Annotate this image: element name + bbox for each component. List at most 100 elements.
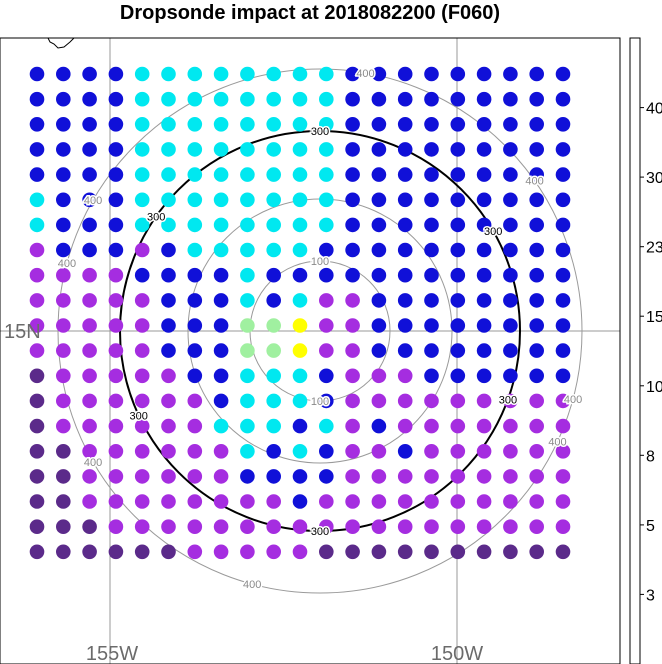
impact-dot (555, 242, 571, 258)
impact-dot (213, 494, 229, 509)
impact-dot (266, 142, 282, 157)
impact-dot (476, 267, 492, 283)
impact-dot (319, 117, 334, 132)
impact-dot (292, 66, 308, 82)
impact-dot (292, 418, 308, 434)
impact-dot (266, 343, 282, 358)
impact-dot (161, 66, 176, 82)
impact-dot (371, 544, 387, 560)
impact-dot (555, 293, 571, 308)
colorbar-label: 15 (646, 309, 662, 326)
impact-dot (529, 343, 544, 358)
impact-dot (240, 167, 255, 182)
impact-dot (213, 293, 229, 308)
impact-dot (266, 393, 282, 409)
impact-dot (266, 494, 282, 509)
impact-dot (397, 117, 413, 132)
impact-dot (292, 192, 308, 208)
impact-dot (108, 494, 124, 509)
impact-dot (108, 142, 124, 157)
impact-dot (56, 444, 71, 459)
impact-dot (476, 469, 492, 484)
impact-dot (240, 444, 255, 459)
impact-dot (187, 544, 203, 560)
impact-dot (161, 368, 176, 384)
impact-dot (240, 418, 255, 434)
impact-dot (82, 544, 97, 560)
impact-dot (319, 393, 334, 409)
impact-dot (82, 343, 97, 358)
impact-dot (108, 318, 124, 333)
impact-dot (503, 444, 518, 459)
impact-dot (424, 318, 439, 333)
impact-dot (56, 217, 71, 233)
impact-dot (29, 368, 45, 384)
impact-dot (266, 167, 282, 182)
impact-dot (424, 368, 439, 384)
impact-dot (555, 368, 571, 384)
impact-dot (450, 368, 466, 384)
colorbar-label: 10 (646, 379, 662, 396)
impact-dot (397, 242, 413, 258)
impact-dot (187, 494, 203, 509)
impact-dot (424, 192, 439, 208)
impact-dot (476, 167, 492, 182)
impact-dot (56, 192, 71, 208)
impact-dot (529, 117, 544, 132)
impact-dot (240, 142, 255, 157)
impact-dot (56, 167, 71, 182)
ring-label: 300 (130, 411, 148, 423)
impact-dot (555, 469, 571, 484)
impact-dot (476, 142, 492, 157)
impact-dot (108, 343, 124, 358)
impact-dot (134, 418, 150, 434)
colorbar-label: 3 (646, 587, 655, 604)
impact-dot (240, 469, 255, 484)
impact-dot (82, 267, 97, 283)
impact-dot (450, 91, 466, 107)
ring-label: 300 (484, 226, 502, 238)
impact-dot (82, 494, 97, 509)
colorbar-label: 8 (646, 448, 655, 465)
impact-dot (529, 519, 544, 534)
impact-dot (240, 192, 255, 208)
impact-dot (82, 393, 97, 409)
impact-dot (134, 242, 150, 258)
impact-dot (292, 242, 308, 258)
impact-dot (187, 242, 203, 258)
impact-dot (161, 343, 176, 358)
impact-dot (82, 66, 97, 82)
colorbar-frame (629, 37, 641, 664)
impact-dot (56, 494, 71, 509)
impact-dot (213, 142, 229, 157)
impact-dot (555, 66, 571, 82)
impact-dot (56, 293, 71, 308)
impact-dot (240, 66, 255, 82)
impact-dot (345, 418, 360, 434)
ring-label: 400 (58, 258, 76, 270)
impact-dot (56, 117, 71, 132)
impact-dot (424, 444, 439, 459)
impact-dot (134, 544, 150, 560)
impact-dot (529, 66, 544, 82)
impact-dot (240, 519, 255, 534)
impact-dot (266, 66, 282, 82)
impact-dot (240, 217, 255, 233)
impact-dot (161, 418, 176, 434)
impact-dot (240, 91, 255, 107)
impact-dot (29, 293, 45, 308)
impact-dot (555, 444, 571, 459)
colorbar-label: 23 (646, 240, 662, 257)
impact-dot (397, 217, 413, 233)
impact-dot (161, 167, 176, 182)
impact-dot (82, 469, 97, 484)
impact-dot (450, 343, 466, 358)
impact-dot (292, 318, 308, 333)
impact-dot (529, 142, 544, 157)
impact-dot (555, 117, 571, 132)
impact-dot (161, 444, 176, 459)
impact-dot (266, 418, 282, 434)
impact-dot (345, 318, 360, 333)
impact-dot (345, 117, 360, 132)
